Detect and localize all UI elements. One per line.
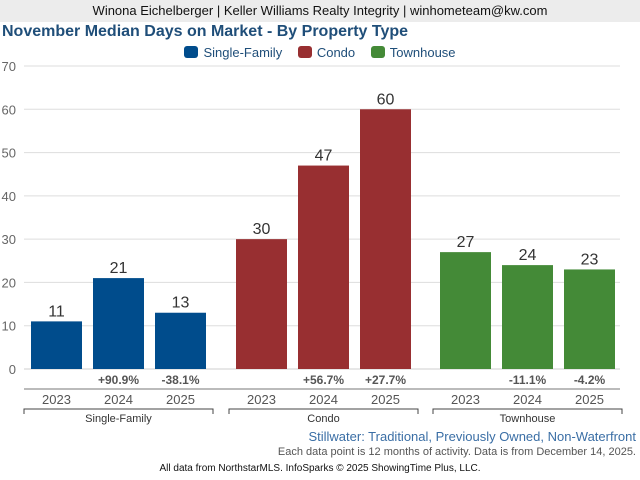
bar-value-label: 60	[377, 91, 395, 108]
x-tick-label: 2023	[451, 392, 480, 407]
bar-value-label: 13	[172, 295, 190, 312]
group-label: Townhouse	[500, 413, 556, 425]
y-tick-label: 30	[2, 232, 16, 247]
group-bracket	[23, 408, 214, 414]
change-label: +90.9%	[98, 373, 139, 387]
y-tick-label: 50	[2, 146, 16, 161]
bar	[502, 265, 553, 369]
bar	[31, 321, 82, 369]
y-tick-label: 40	[2, 189, 16, 204]
bar	[360, 109, 411, 370]
legend-label: Condo	[316, 45, 356, 60]
chart-title: November Median Days on Market - By Prop…	[2, 23, 409, 40]
y-tick-label: 60	[2, 102, 16, 117]
legend-swatch-condo	[297, 46, 312, 58]
y-tick-label: 0	[9, 362, 16, 377]
bar-value-label: 24	[519, 247, 537, 264]
group-label: Condo	[307, 413, 339, 425]
legend-swatch-townhouse	[370, 46, 385, 58]
legend-item-condo[interactable]: Condo	[297, 45, 356, 60]
legend-label: Single-Family	[203, 45, 283, 60]
data-note: Each data point is 12 months of activity…	[277, 446, 636, 458]
change-label: +56.7%	[303, 373, 344, 387]
change-label: -11.1%	[509, 373, 547, 387]
bar	[298, 165, 349, 369]
bar-value-label: 21	[110, 260, 128, 277]
legend: Single-Family Condo Townhouse	[0, 45, 640, 60]
bar-value-label: 30	[253, 221, 271, 238]
chart-subtitle: Stillwater: Traditional, Previously Owne…	[308, 429, 636, 444]
legend-item-townhouse[interactable]: Townhouse	[370, 45, 456, 60]
bar	[236, 239, 287, 369]
bar	[93, 278, 144, 369]
x-tick-label: 2025	[371, 392, 400, 407]
bar-chart: 0 10 20 30 40 50 60 70 11 2023 21 +90.9% 2024 13 -38.1…	[2, 59, 623, 425]
agent-contact-bar: Winona Eichelberger | Keller Williams Re…	[0, 0, 640, 22]
footer-credit: All data from NorthstarMLS. InfoSparks ©…	[159, 463, 481, 474]
bar-value-label: 11	[48, 303, 65, 320]
legend-swatch-single-family	[184, 46, 199, 58]
bar	[155, 312, 206, 369]
group-bracket	[228, 408, 419, 414]
x-tick-label: 2023	[42, 392, 71, 407]
bar	[440, 252, 491, 369]
change-label: +27.7%	[365, 373, 406, 387]
y-tick-label: 20	[2, 275, 16, 290]
y-tick-label: 10	[2, 319, 16, 334]
bar-value-label: 47	[315, 148, 333, 165]
legend-label: Townhouse	[389, 45, 456, 60]
x-tick-label: 2023	[247, 392, 276, 407]
group-bracket	[432, 408, 623, 414]
bar-value-label: 23	[581, 251, 599, 268]
bar-value-label: 27	[457, 234, 475, 251]
group-label: Single-Family	[85, 413, 152, 425]
y-tick-label: 70	[2, 59, 16, 74]
x-tick-label: 2025	[166, 392, 195, 407]
change-label: -38.1%	[161, 373, 199, 387]
x-tick-label: 2025	[575, 392, 604, 407]
x-tick-label: 2024	[104, 392, 133, 407]
x-tick-label: 2024	[513, 392, 542, 407]
bar	[564, 269, 615, 369]
change-label: -4.2%	[574, 373, 606, 387]
legend-item-single-family[interactable]: Single-Family	[184, 45, 282, 60]
x-tick-label: 2024	[309, 392, 338, 407]
